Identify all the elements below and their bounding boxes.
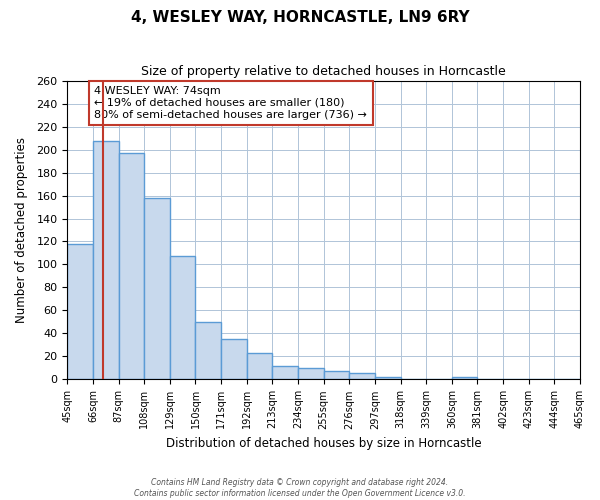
Bar bbox=[349, 372, 375, 380]
Text: Contains HM Land Registry data © Crown copyright and database right 2024.
Contai: Contains HM Land Registry data © Crown c… bbox=[134, 478, 466, 498]
Y-axis label: Number of detached properties: Number of detached properties bbox=[15, 137, 28, 323]
Text: 4, WESLEY WAY, HORNCASTLE, LN9 6RY: 4, WESLEY WAY, HORNCASTLE, LN9 6RY bbox=[131, 10, 469, 25]
Bar bbox=[144, 198, 170, 380]
Bar bbox=[119, 153, 144, 380]
X-axis label: Distribution of detached houses by size in Horncastle: Distribution of detached houses by size … bbox=[166, 437, 481, 450]
Bar bbox=[170, 256, 196, 380]
Bar bbox=[247, 353, 272, 380]
Bar bbox=[272, 366, 298, 380]
Bar bbox=[196, 322, 221, 380]
Bar bbox=[375, 377, 401, 380]
Bar bbox=[323, 372, 349, 380]
Title: Size of property relative to detached houses in Horncastle: Size of property relative to detached ho… bbox=[141, 65, 506, 78]
Bar bbox=[452, 377, 478, 380]
Bar bbox=[67, 244, 93, 380]
Text: 4 WESLEY WAY: 74sqm
← 19% of detached houses are smaller (180)
80% of semi-detac: 4 WESLEY WAY: 74sqm ← 19% of detached ho… bbox=[94, 86, 367, 120]
Bar bbox=[298, 368, 323, 380]
Bar bbox=[93, 142, 119, 380]
Bar bbox=[221, 339, 247, 380]
